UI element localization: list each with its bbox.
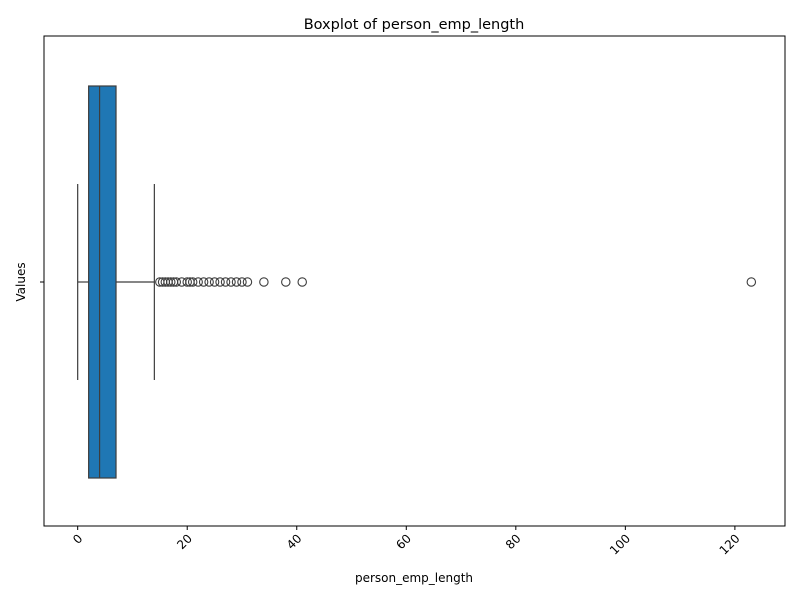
outlier-point: [231, 277, 242, 287]
outlier-point: [198, 277, 209, 287]
x-axis: 0 20 40 60 80 100 120: [70, 526, 743, 557]
x-tick-label: 120: [717, 531, 743, 557]
outlier-point: [226, 277, 236, 287]
y-axis-label: Values: [14, 262, 28, 301]
x-tick-label: 100: [607, 531, 633, 557]
plot-area-frame: [43, 35, 786, 527]
outlier-point: [204, 277, 214, 287]
x-tick-label: 40: [284, 531, 305, 552]
outlier-point: [209, 277, 220, 287]
outlier-point: [182, 277, 192, 287]
outlier-point: [259, 277, 269, 287]
x-tick-label: 20: [174, 531, 195, 552]
chart-title: Boxplot of person_emp_length: [304, 17, 525, 33]
outlier-point: [220, 277, 231, 287]
x-tick-label: 80: [503, 531, 524, 552]
outlier-point: [193, 277, 203, 287]
outlier-point: [242, 277, 253, 287]
chart-marks: [77, 85, 757, 479]
x-tick-label: 0: [70, 531, 85, 546]
outlier-point: [237, 277, 247, 287]
outlier-point: [166, 277, 176, 287]
outlier-point: [187, 277, 198, 287]
outlier-point: [215, 277, 225, 287]
outlier-point: [281, 277, 291, 287]
x-tick-label: 60: [393, 531, 414, 552]
iqr-box: [88, 85, 117, 479]
x-axis-label: person_emp_length: [355, 571, 473, 585]
outlier-point: [171, 277, 182, 287]
outlier-point: [297, 277, 307, 287]
outlier-point: [746, 277, 757, 287]
